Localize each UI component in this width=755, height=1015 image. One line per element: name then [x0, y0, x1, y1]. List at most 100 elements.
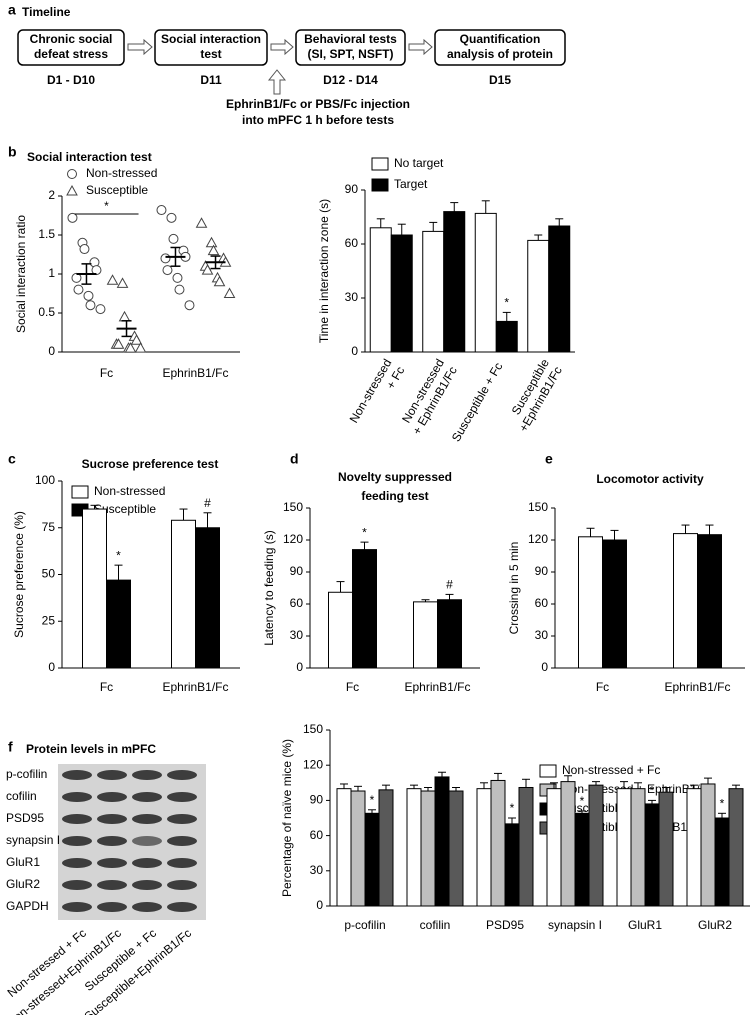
timeline-title: Timeline [22, 5, 71, 19]
step-text: Chronic social [30, 32, 113, 46]
bar [673, 533, 698, 669]
step-text: Behavioral tests [304, 32, 397, 46]
y-tick-label: 120 [303, 757, 323, 771]
x-tick-label: Non-stressed+ Fc [347, 357, 408, 433]
bar [602, 539, 627, 669]
panel-label: f [8, 739, 13, 755]
step-text: (SI, SPT, NSFT) [307, 47, 393, 61]
step-text: defeat stress [34, 47, 108, 61]
panel-label: a [8, 2, 16, 18]
bar [437, 599, 462, 669]
bar [658, 791, 674, 907]
x-tick-label: GluR2 [698, 918, 732, 932]
blot-row-label: PSD95 [6, 811, 44, 825]
arrow [408, 38, 433, 56]
blot-band [132, 814, 162, 824]
y-tick-label: 0 [316, 898, 323, 912]
blot-band [167, 858, 197, 868]
legend-swatch [371, 157, 389, 171]
x-tick-label: EphrinB1/Fc [404, 680, 470, 694]
x-tick-label: Susceptible+EphrinB1/Fc [503, 356, 565, 434]
arrow [270, 38, 294, 56]
legend-marker [66, 184, 78, 196]
x-tick-label: synapsin I [548, 918, 602, 932]
bar [195, 527, 220, 669]
bar [350, 790, 366, 907]
bar [352, 549, 377, 669]
blot-band [132, 792, 162, 802]
point [207, 244, 220, 256]
step-text: test [200, 47, 221, 61]
y-tick-label: 60 [290, 596, 304, 610]
point [168, 233, 179, 244]
x-tick-label: Fc [100, 366, 113, 380]
step-text: Quantification [460, 32, 541, 46]
blot-band [62, 858, 92, 868]
annotation: * [362, 525, 367, 539]
annotation: * [580, 794, 585, 808]
bar [171, 519, 196, 669]
y-tick-label: 30 [345, 290, 359, 304]
bar [390, 234, 413, 353]
y-tick-label: 90 [310, 793, 324, 807]
point [162, 265, 173, 276]
bar [630, 788, 646, 907]
bar [420, 790, 436, 907]
bar [82, 508, 107, 669]
bar [448, 790, 464, 907]
blot-band [62, 770, 92, 780]
y-tick-label: 30 [310, 863, 324, 877]
arrow-up [267, 69, 287, 95]
y-tick-label: 0 [541, 660, 548, 674]
blot-row-label: GluR1 [6, 855, 40, 869]
bar [548, 225, 571, 353]
y-tick-label: 90 [345, 182, 359, 196]
chart-title: Locomotor activity [596, 472, 704, 486]
y-tick-label: 2 [48, 188, 55, 202]
y-tick-label: 60 [535, 596, 549, 610]
point [79, 244, 90, 255]
y-tick-label: 60 [345, 236, 359, 250]
annotation: # [446, 578, 453, 592]
step-day: D12 - D14 [323, 73, 378, 87]
x-tick-label: cofilin [420, 918, 451, 932]
annotation: * [116, 548, 121, 562]
chart-title: Novelty suppressed [338, 470, 452, 484]
x-tick-label: Fc [346, 680, 359, 694]
annotation: * [510, 801, 515, 815]
annotation: * [504, 296, 509, 310]
chart-title: Sucrose preference test [82, 457, 219, 471]
bar [369, 227, 392, 353]
annotation: * [370, 793, 375, 807]
blot-band [167, 880, 197, 890]
bar [574, 812, 590, 907]
y-tick-label: 90 [290, 564, 304, 578]
bar [578, 536, 603, 669]
blot-band [132, 836, 162, 846]
bar [700, 783, 716, 907]
point [166, 212, 177, 223]
annotation: * [720, 796, 725, 810]
blot-row-label: GAPDH [6, 899, 49, 913]
y-tick-label: 150 [303, 722, 323, 736]
point [201, 264, 214, 275]
step-day: D1 - D10 [47, 73, 95, 87]
bar [336, 788, 352, 907]
annotation: * [650, 784, 655, 798]
x-tick-label: EphrinB1/Fc [162, 366, 228, 380]
x-tick-label: EphrinB1/Fc [162, 680, 228, 694]
step-day: D15 [489, 73, 511, 87]
annotation: * [104, 199, 109, 213]
legend-swatch [539, 764, 557, 778]
point [106, 274, 119, 285]
bar [686, 788, 702, 907]
step-day: D11 [200, 73, 222, 87]
step-box [434, 29, 566, 66]
blot-band [97, 814, 127, 824]
y-tick-label: 30 [535, 628, 549, 642]
y-tick-label: 0 [48, 660, 55, 674]
point [195, 217, 208, 228]
blot-band [97, 858, 127, 868]
point [160, 253, 171, 264]
blot-band [167, 902, 197, 912]
